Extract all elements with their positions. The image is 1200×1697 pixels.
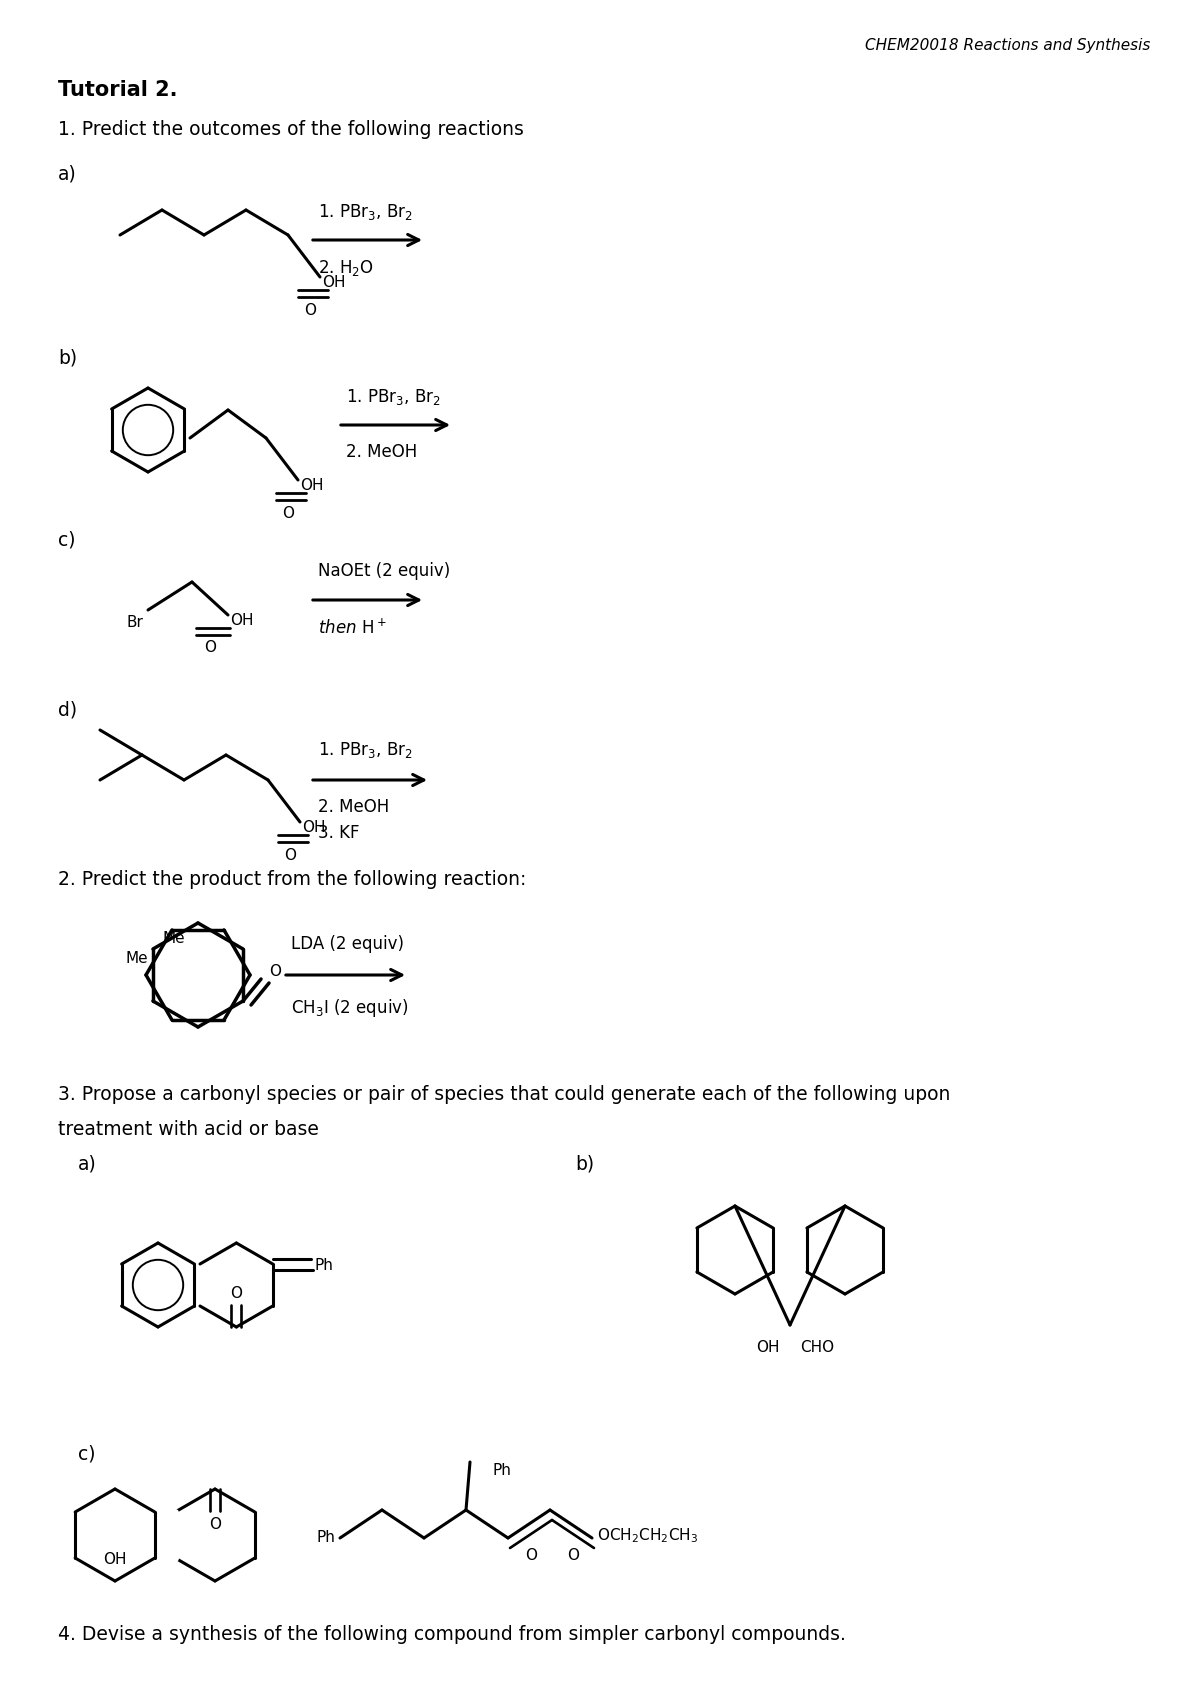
- Text: Ph: Ph: [314, 1259, 334, 1273]
- Text: O: O: [230, 1286, 242, 1302]
- Text: CHO: CHO: [800, 1341, 834, 1354]
- Text: O: O: [269, 964, 281, 979]
- Text: d): d): [58, 699, 77, 720]
- Text: CHEM20018 Reactions and Synthesis: CHEM20018 Reactions and Synthesis: [865, 37, 1150, 53]
- Text: O: O: [284, 848, 296, 864]
- Text: OH: OH: [300, 479, 324, 494]
- Text: b): b): [575, 1156, 594, 1174]
- Text: OH: OH: [756, 1341, 780, 1354]
- Text: O: O: [204, 640, 216, 655]
- Text: 3. Propose a carbonyl species or pair of species that could generate each of the: 3. Propose a carbonyl species or pair of…: [58, 1084, 950, 1105]
- Text: Ph: Ph: [492, 1463, 511, 1478]
- Text: 2. H$_2$O: 2. H$_2$O: [318, 258, 374, 278]
- Text: a): a): [58, 165, 77, 183]
- Text: 1. PBr$_3$, Br$_2$: 1. PBr$_3$, Br$_2$: [318, 202, 413, 222]
- Text: 3. KF: 3. KF: [318, 825, 360, 842]
- Text: $\it{then}$ H$^+$: $\it{then}$ H$^+$: [318, 618, 386, 638]
- Text: O: O: [209, 1517, 221, 1532]
- Text: LDA (2 equiv): LDA (2 equiv): [292, 935, 404, 954]
- Text: Tutorial 2.: Tutorial 2.: [58, 80, 178, 100]
- Text: OH: OH: [322, 275, 346, 290]
- Text: c): c): [58, 529, 76, 550]
- Text: a): a): [78, 1156, 97, 1174]
- Text: OH: OH: [230, 613, 253, 628]
- Text: OCH$_2$CH$_2$CH$_3$: OCH$_2$CH$_2$CH$_3$: [598, 1527, 698, 1546]
- Text: Me: Me: [125, 950, 148, 966]
- Text: OH: OH: [302, 820, 325, 835]
- Text: O: O: [282, 506, 294, 521]
- Text: OH: OH: [103, 1553, 127, 1566]
- Text: 1. PBr$_3$, Br$_2$: 1. PBr$_3$, Br$_2$: [346, 387, 440, 407]
- Text: CH$_3$I (2 equiv): CH$_3$I (2 equiv): [292, 998, 408, 1018]
- Text: treatment with acid or base: treatment with acid or base: [58, 1120, 319, 1139]
- Text: 2. MeOH: 2. MeOH: [346, 443, 418, 462]
- Text: 2. MeOH: 2. MeOH: [318, 798, 389, 816]
- Text: O: O: [526, 1548, 538, 1563]
- Text: Me: Me: [163, 932, 186, 945]
- Text: O: O: [304, 304, 316, 317]
- Text: b): b): [58, 348, 77, 367]
- Text: NaOEt (2 equiv): NaOEt (2 equiv): [318, 562, 450, 580]
- Text: c): c): [78, 1446, 96, 1465]
- Text: 4. Devise a synthesis of the following compound from simpler carbonyl compounds.: 4. Devise a synthesis of the following c…: [58, 1626, 846, 1644]
- Text: 2. Predict the product from the following reaction:: 2. Predict the product from the followin…: [58, 871, 527, 889]
- Text: 1. PBr$_3$, Br$_2$: 1. PBr$_3$, Br$_2$: [318, 740, 413, 760]
- Text: 1. Predict the outcomes of the following reactions: 1. Predict the outcomes of the following…: [58, 120, 524, 139]
- Text: O: O: [568, 1548, 580, 1563]
- Text: Br: Br: [126, 614, 143, 630]
- Text: Ph: Ph: [316, 1531, 335, 1546]
